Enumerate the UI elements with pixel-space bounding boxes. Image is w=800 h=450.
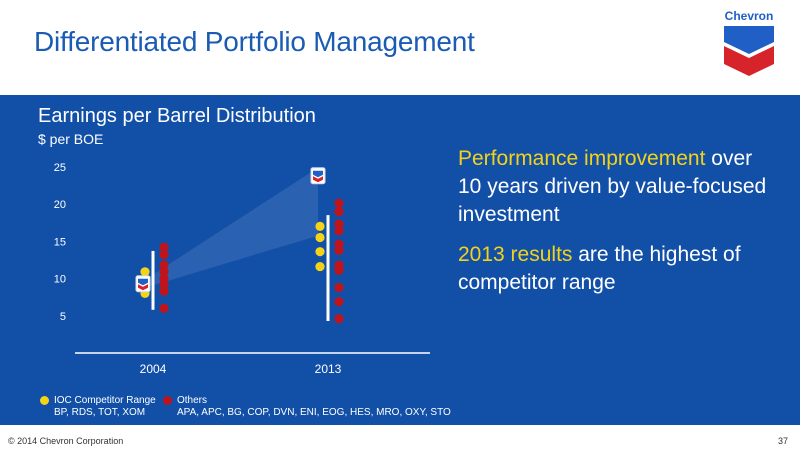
others-point <box>334 206 344 217</box>
others-point <box>334 265 344 275</box>
chart-title: Earnings per Barrel Distribution <box>38 105 316 127</box>
message-results-highlight: 2013 results <box>458 243 573 266</box>
legend-ioc-dot <box>40 396 49 405</box>
message-performance: Performance improvement over 10 years dr… <box>458 145 778 229</box>
chart-panel: 5 10 15 20 25 2004 2013 Earnings per Barrel Di… <box>0 95 800 425</box>
ioc-point <box>315 221 325 231</box>
legend-ioc-title: IOC Competitor Range <box>54 395 156 406</box>
others-point <box>159 242 169 252</box>
chart-ylabel: $ per BOE <box>38 131 104 147</box>
legend-ioc-members: BP, RDS, TOT, XOM <box>54 407 146 418</box>
legend-others-dot <box>163 396 172 405</box>
chevron-marker-blue <box>138 278 148 286</box>
chevron-marker-red <box>313 176 323 183</box>
legend-others-label: Others APA, APC, BG, COP, DVN, ENI, EOG,… <box>177 395 451 419</box>
others-point <box>334 219 344 229</box>
x-tick-label: 2013 <box>315 362 342 376</box>
message-performance-highlight: Performance improvement <box>458 147 706 170</box>
y-tick-label: 10 <box>54 274 66 286</box>
others-point <box>334 296 344 307</box>
ioc-point <box>315 247 325 257</box>
ioc-point <box>140 267 150 277</box>
improvement-wedge <box>145 167 318 288</box>
ioc-point <box>315 261 325 272</box>
legend-ioc-label: IOC Competitor Range BP, RDS, TOT, XOM <box>54 395 156 419</box>
y-tick-label: 20 <box>54 199 66 211</box>
legend-others-title: Others <box>177 395 208 406</box>
others-point <box>334 198 344 208</box>
others-point <box>159 267 169 277</box>
x-tick-label: 2004 <box>140 362 167 376</box>
others-point <box>159 250 169 260</box>
others-point <box>159 286 169 296</box>
message-performance-text: over 10 years driven by value-focused in… <box>458 147 767 226</box>
y-tick-label: 25 <box>54 162 66 174</box>
legend-others-members: APA, APC, BG, COP, DVN, ENI, EOG, HES, M… <box>177 407 451 418</box>
y-tick-label: 5 <box>60 311 66 323</box>
page-number: 37 <box>777 436 788 446</box>
chevron-logo: Chevron <box>724 9 774 76</box>
copyright: © 2014 Chevron Corporation <box>8 436 124 446</box>
chevron-marker-red <box>138 284 148 291</box>
others-point <box>334 245 344 255</box>
chevron-logo-wordmark: Chevron <box>725 9 774 23</box>
message-results-text: are the highest of competitor range <box>458 243 741 294</box>
others-point <box>159 303 169 313</box>
message-results: 2013 results are the highest of competit… <box>458 241 778 297</box>
chevron-marker-blue <box>313 170 323 178</box>
others-point <box>159 279 169 290</box>
earnings-chart: 5 10 15 20 25 2004 2013 <box>54 162 430 376</box>
others-point <box>334 282 344 293</box>
others-point <box>334 226 344 236</box>
others-point <box>334 314 344 324</box>
slide-title: Differentiated Portfolio Management <box>34 26 475 57</box>
others-point <box>159 260 169 270</box>
y-tick-label: 15 <box>54 236 66 248</box>
ioc-point <box>315 232 325 243</box>
